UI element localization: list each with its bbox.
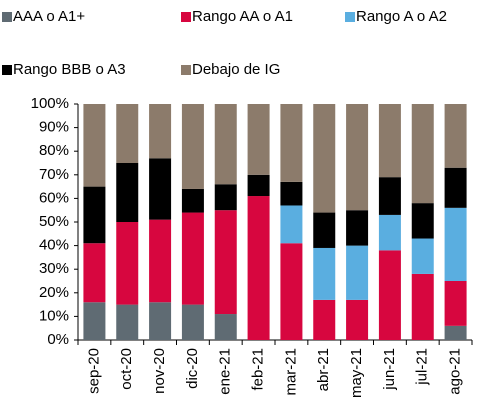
bar-segment (313, 212, 336, 248)
bar-segment (280, 181, 303, 206)
bar-segment (378, 177, 401, 215)
bar-segment (444, 325, 467, 340)
bar-segment (411, 104, 434, 204)
y-tick-label: 100% (31, 95, 69, 112)
bar-segment (214, 104, 237, 185)
bar-segment (444, 104, 467, 168)
legend-swatch (2, 65, 12, 75)
y-tick-label: 90% (39, 119, 69, 136)
bar-segment (181, 104, 204, 189)
bar-segment (313, 247, 336, 300)
legend-swatch (2, 12, 12, 22)
x-tick-label: dic-20 (184, 348, 201, 389)
legend-swatch (181, 12, 191, 22)
bar-segment (116, 163, 139, 222)
y-tick-label: 40% (39, 237, 69, 254)
bar-segment (411, 203, 434, 239)
y-tick-label: 50% (39, 213, 69, 230)
bar-segment (83, 186, 106, 244)
bar-segment (83, 302, 106, 340)
bar-segment (181, 188, 204, 213)
legend-label: Debajo de IG (192, 61, 280, 78)
bar-segment (280, 104, 303, 182)
bar-segment (280, 205, 303, 244)
bar-segment (149, 302, 172, 340)
bar-segment (378, 250, 401, 340)
x-tick-label: feb-21 (250, 348, 267, 391)
bar-segment (346, 299, 369, 340)
legend-swatch (345, 12, 355, 22)
bar-segment (247, 104, 270, 175)
x-tick-label: sep-20 (85, 348, 102, 394)
x-tick-label: may-21 (348, 348, 365, 398)
x-tick-label: mar-21 (282, 348, 299, 396)
bar-segment (444, 281, 467, 326)
y-tick-label: 70% (39, 166, 69, 183)
bar-segment (181, 304, 204, 340)
y-tick-label: 30% (39, 260, 69, 277)
legend-label: AAA o A1+ (13, 8, 85, 25)
bar-segment (181, 212, 204, 305)
x-tick-label: jun-21 (381, 348, 398, 391)
y-tick-label: 80% (39, 142, 69, 159)
bar-segment (116, 104, 139, 163)
bar-segment (411, 238, 434, 274)
bar-segment (411, 273, 434, 340)
x-tick-label: oct-20 (118, 348, 135, 390)
legend-label: Rango BBB o A3 (13, 61, 126, 78)
bar-segment (378, 104, 401, 178)
bar-segment (149, 104, 172, 159)
bar-segment (444, 207, 467, 281)
x-tick-label: jul-21 (414, 348, 431, 386)
y-tick-label: 20% (39, 284, 69, 301)
bar-segment (378, 214, 401, 251)
bar-segment (247, 174, 270, 197)
bar-segment (280, 243, 303, 340)
bar-segment (313, 299, 336, 340)
x-tick-label: ene-21 (217, 348, 234, 395)
legend-swatch (181, 65, 191, 75)
bar-segment (444, 167, 467, 208)
bar-segment (346, 245, 369, 300)
legend-label: Rango AA o A1 (192, 8, 293, 25)
bar-segment (116, 222, 139, 305)
bar-segment (214, 184, 237, 211)
x-tick-label: nov-20 (151, 348, 168, 394)
bar-segment (116, 304, 139, 340)
x-tick-label: abr-21 (315, 348, 332, 391)
bar-segment (346, 210, 369, 246)
legend-label: Rango A o A2 (356, 8, 447, 25)
bar-segment (214, 314, 237, 340)
bar-segment (247, 196, 270, 340)
y-tick-label: 0% (47, 331, 69, 348)
y-tick-label: 10% (39, 307, 69, 324)
bar-segment (83, 104, 106, 187)
bar-segment (83, 243, 106, 303)
y-tick-label: 60% (39, 189, 69, 206)
bar-segment (346, 104, 369, 211)
x-tick-label: ago-21 (447, 348, 464, 395)
bar-segment (313, 104, 336, 213)
bar-segment (214, 210, 237, 315)
bar-segment (149, 219, 172, 303)
bar-segment (149, 158, 172, 220)
